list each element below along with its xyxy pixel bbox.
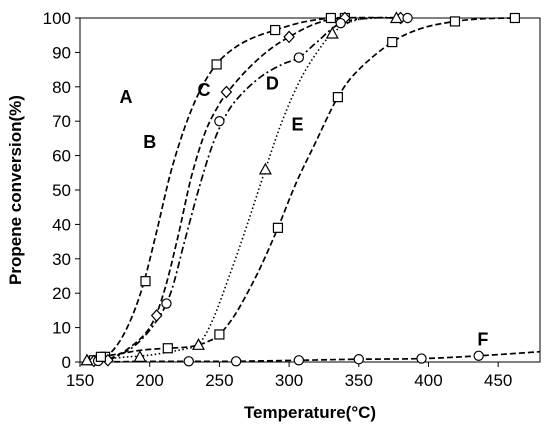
series-a-point [140, 276, 151, 287]
series-b-point [150, 309, 163, 322]
y-tick-label: 20 [52, 284, 71, 303]
x-tick-label: 400 [414, 371, 442, 390]
x-axis-title: Temperature(°C) [244, 403, 376, 422]
y-tick-label: 50 [52, 181, 71, 200]
series-e-point [272, 222, 284, 233]
series-c-point [214, 115, 225, 127]
series-f-point [416, 353, 427, 364]
series-d-point [133, 350, 147, 362]
y-tick-label: 80 [52, 78, 71, 97]
x-tick-label: 150 [66, 371, 94, 390]
x-tick-label: 300 [275, 371, 303, 390]
series-d-label: D [266, 73, 279, 93]
plot-area [79, 17, 541, 363]
y-tick-label: 0 [62, 353, 71, 372]
x-tick-label: 250 [205, 371, 233, 390]
x-tick-label: 450 [484, 371, 512, 390]
series-d-point [191, 338, 205, 350]
series-e-point [214, 329, 225, 340]
series-c-line [93, 16, 408, 363]
series-a-label: A [120, 87, 133, 107]
series-e-point [449, 16, 461, 27]
series-b-line [91, 16, 401, 363]
series-c-label: C [198, 80, 211, 100]
series-c-point [161, 298, 172, 309]
series-f-point [293, 355, 305, 366]
y-axis-title: Propene conversion(%) [6, 95, 25, 285]
series-e-point [332, 92, 343, 103]
series-d-point [80, 353, 94, 366]
series-e-point [95, 351, 107, 362]
series-d-point [325, 26, 339, 39]
series-b-point [283, 30, 295, 44]
series-b-point [220, 85, 233, 99]
y-tick-label: 100 [43, 9, 71, 28]
series-a-line [86, 16, 345, 363]
series-d-point [258, 162, 272, 175]
series-a-point [211, 59, 222, 70]
series-f-point [473, 350, 484, 362]
y-tick-label: 90 [52, 43, 71, 62]
series-c-point [293, 52, 305, 63]
y-tick-label: 40 [52, 215, 71, 234]
series-e-label: E [291, 115, 303, 135]
y-tick-label: 60 [52, 147, 71, 166]
y-tick-label: 10 [52, 319, 71, 338]
series-c-point [335, 17, 346, 29]
series-b-label: B [143, 132, 156, 152]
series-e-point [387, 36, 398, 48]
series-d-point [389, 11, 403, 24]
y-tick-label: 30 [52, 250, 71, 269]
series-f-point [353, 354, 364, 365]
series-e-point [162, 343, 173, 354]
x-tick-label: 200 [136, 371, 164, 390]
series-a-point [325, 12, 337, 24]
series-a-point [270, 24, 281, 36]
series-e-point [509, 12, 521, 24]
series-f-point [230, 356, 242, 367]
series-f-point [183, 356, 194, 367]
series-f-label: F [477, 330, 488, 350]
x-tick-label: 350 [345, 371, 373, 390]
series-e-line [100, 17, 515, 358]
series-c-point [402, 12, 413, 24]
y-tick-label: 70 [52, 112, 71, 131]
